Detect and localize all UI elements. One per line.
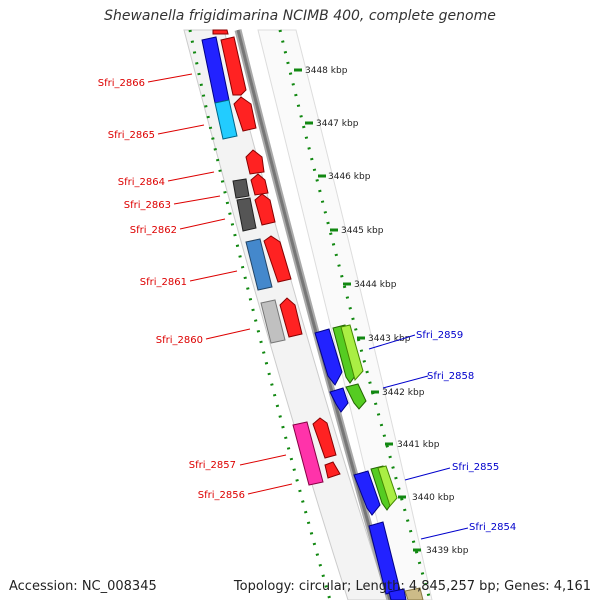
gene-label: Sfri_2861 xyxy=(140,277,187,288)
topology-summary: Topology: circular; Length: 4,845,257 bp… xyxy=(233,579,591,594)
scale-label: 3440 kbp xyxy=(412,493,455,503)
gene-label: Sfri_2858 xyxy=(427,371,474,382)
scale-label: 3446 kbp xyxy=(328,172,371,182)
gene-label: Sfri_2854 xyxy=(469,522,516,533)
gene-label: Sfri_2865 xyxy=(108,130,155,141)
gene-features xyxy=(201,29,424,600)
gene-label: Sfri_2860 xyxy=(156,335,203,346)
gene-label: Sfri_2857 xyxy=(189,460,236,471)
accession-label: Accession: NC_008345 xyxy=(9,579,157,594)
left-label-connectors xyxy=(147,73,293,495)
scale-label: 3442 kbp xyxy=(382,388,425,398)
gene-label: Sfri_2864 xyxy=(118,177,165,188)
scale-label: 3443 kbp xyxy=(368,334,411,344)
gene-label: Sfri_2862 xyxy=(130,225,177,236)
genome-title: Shewanella frigidimarina NCIMB 400, comp… xyxy=(104,8,496,24)
scale-labels: 3448 kbp 3447 kbp 3446 kbp 3445 kbp 3444… xyxy=(305,66,469,556)
scale-label: 3441 kbp xyxy=(397,440,440,450)
right-tick-track xyxy=(278,29,432,600)
left-gene-labels: Sfri_2866 Sfri_2865 Sfri_2864 Sfri_2863 … xyxy=(98,78,245,501)
scale-label: 3439 kbp xyxy=(426,546,469,556)
gene-label: Sfri_2859 xyxy=(416,330,463,341)
scale-label: 3444 kbp xyxy=(354,280,397,290)
gene-label: Sfri_2855 xyxy=(452,462,499,473)
right-label-connectors xyxy=(368,334,469,540)
scale-label: 3447 kbp xyxy=(316,119,359,129)
gene-label: Sfri_2856 xyxy=(198,490,245,501)
scale-ticks xyxy=(294,68,421,552)
left-tick-track xyxy=(188,29,332,600)
gene-label: Sfri_2866 xyxy=(98,78,145,89)
scale-label: 3448 kbp xyxy=(305,66,348,76)
right-gene-labels: Sfri_2859 Sfri_2858 Sfri_2855 Sfri_2854 xyxy=(416,330,516,533)
scale-label: 3445 kbp xyxy=(341,226,384,236)
gene-label: Sfri_2863 xyxy=(124,200,171,211)
